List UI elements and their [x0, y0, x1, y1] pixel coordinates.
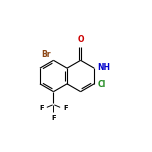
Text: NH: NH [97, 63, 111, 72]
Text: F: F [51, 116, 56, 121]
Text: Cl: Cl [97, 80, 106, 89]
Text: Br: Br [41, 50, 51, 59]
Text: F: F [39, 105, 44, 111]
Text: F: F [63, 105, 68, 111]
Text: O: O [77, 35, 84, 44]
